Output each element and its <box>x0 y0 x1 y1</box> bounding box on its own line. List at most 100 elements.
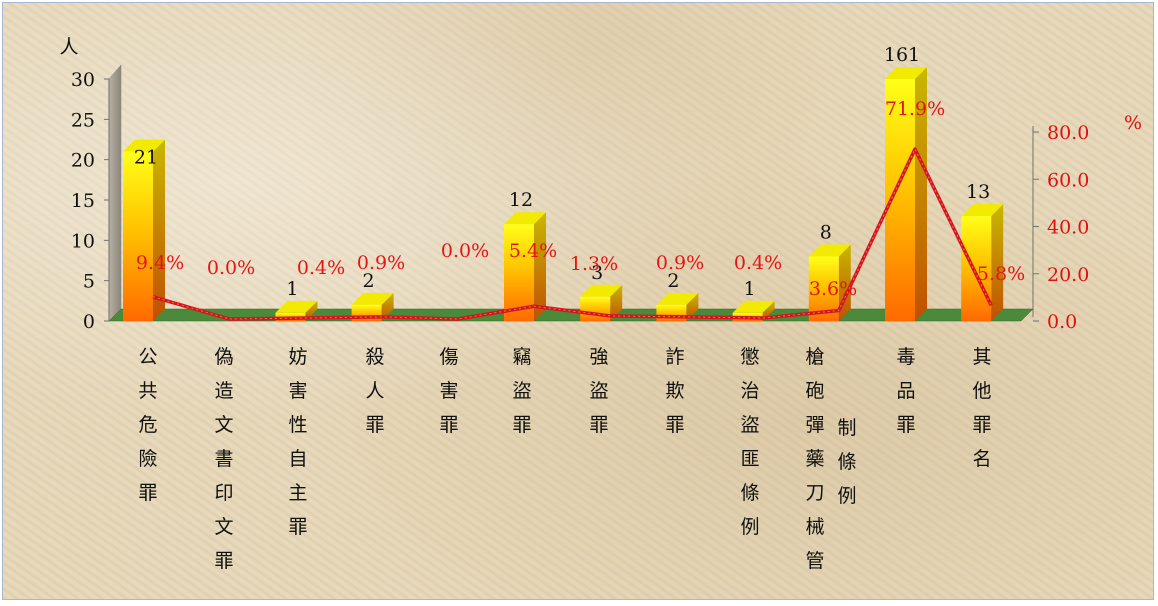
category-label-char: 人 <box>365 380 384 402</box>
left-axis-tick-label: 0 <box>83 311 95 333</box>
category-label-char: 強 <box>589 346 608 368</box>
bar-front <box>580 296 611 321</box>
category-label-char: 懲 <box>740 346 759 368</box>
category-label-char: 例 <box>837 485 856 507</box>
bar-side <box>686 292 699 321</box>
category-label-char: 共 <box>138 380 157 402</box>
bar-front <box>961 216 992 321</box>
category-label-char: 公 <box>138 346 157 368</box>
right-axis-unit: % <box>1124 112 1142 134</box>
category-label-char: 危 <box>138 414 157 436</box>
category-label-char: 管 <box>805 550 824 572</box>
category-label-char: 匪 <box>740 448 759 470</box>
percent-value-label: 71.9% <box>885 98 945 120</box>
category-label-char: 造 <box>214 380 233 402</box>
category-label-char: 偽 <box>214 346 233 368</box>
category-label-char: 其 <box>972 346 991 368</box>
bar-value-label: 2 <box>667 270 679 292</box>
category-label-char: 名 <box>972 448 991 470</box>
bar-top <box>732 300 775 313</box>
category-label-char: 竊 <box>512 346 531 368</box>
category-label-char: 罪 <box>665 414 684 436</box>
category-label-char: 彈 <box>805 414 824 436</box>
percent-value-label: 5.4% <box>509 240 557 262</box>
bar-side <box>762 300 775 321</box>
bar-top <box>275 300 318 313</box>
bar-top <box>808 244 851 257</box>
bar <box>885 67 927 321</box>
bar-value-label: 8 <box>820 221 832 243</box>
left-axis-tick-label: 25 <box>71 109 95 131</box>
category-label-char: 妨 <box>288 346 307 368</box>
percent-value-label: 0.9% <box>656 252 704 274</box>
category-label-char: 險 <box>138 448 157 470</box>
category-label-char: 罪 <box>365 414 384 436</box>
percent-value-label: 0.4% <box>297 257 345 279</box>
bar-value-label: 13 <box>966 181 990 203</box>
bar-top <box>504 212 546 225</box>
right-axis-tick-label: 40.0 <box>1047 217 1089 239</box>
category-label-char: 罪 <box>589 414 608 436</box>
category-label-char: 詐 <box>665 346 684 368</box>
category-label-char: 盜 <box>512 380 531 402</box>
bar-side <box>305 300 318 321</box>
bar-front <box>656 304 687 321</box>
percent-line <box>152 147 993 321</box>
category-label-char: 治 <box>740 380 759 402</box>
left-axis-tick-label: 15 <box>71 190 95 212</box>
bar-side <box>991 204 1004 321</box>
bar <box>504 212 546 321</box>
category-label-char: 自 <box>288 448 307 470</box>
category-label-char: 盜 <box>740 414 759 436</box>
left-axis-unit: 人 <box>59 36 78 58</box>
left-axis-tick-label: 10 <box>71 230 95 252</box>
right-axis-tick-label: 20.0 <box>1047 264 1089 286</box>
category-label-char: 文 <box>214 414 233 436</box>
category-label-char: 罪 <box>214 550 233 572</box>
bar-front <box>504 224 534 321</box>
category-label-char: 盜 <box>589 380 608 402</box>
category-label-char: 傷 <box>439 346 458 368</box>
bar-top <box>580 284 623 297</box>
category-label-char: 罪 <box>439 414 458 436</box>
category-label-char: 例 <box>740 516 759 538</box>
category-label-char: 害 <box>288 380 307 402</box>
percent-value-label: 0.0% <box>441 240 489 262</box>
category-label-char: 罪 <box>288 516 307 538</box>
bar-value-label: 1 <box>286 278 298 300</box>
percent-value-label: 1.3% <box>570 253 618 275</box>
percent-value-label: 5.8% <box>977 263 1025 285</box>
category-label-char: 性 <box>288 414 307 436</box>
category-label-char: 主 <box>288 482 307 504</box>
category-label-char: 罪 <box>138 482 157 504</box>
left-axis-tick-label: 5 <box>83 271 95 293</box>
bar-top <box>123 139 165 152</box>
percent-value-label: 0.9% <box>357 252 405 274</box>
bar-side <box>534 212 546 321</box>
bar-value-label: 161 <box>884 44 920 66</box>
right-axis-tick-label: 60.0 <box>1047 169 1089 191</box>
category-label-char: 毒 <box>896 346 915 368</box>
category-label-char: 罪 <box>896 414 915 436</box>
percent-value-label: 0.0% <box>207 257 255 279</box>
category-label-char: 制 <box>837 417 856 439</box>
bar-top <box>961 204 1004 217</box>
category-label-char: 條 <box>837 451 856 473</box>
bar-front <box>123 151 153 321</box>
category-label-char: 刀 <box>805 482 824 504</box>
bar-top <box>656 292 699 305</box>
category-label-char: 槍 <box>805 346 824 368</box>
chart-back-wall <box>108 64 122 322</box>
percent-value-label: 0.4% <box>734 252 782 274</box>
bar-side <box>915 67 927 321</box>
bar-value-label: 1 <box>744 278 756 300</box>
category-label-char: 印 <box>214 482 233 504</box>
category-label-char: 械 <box>805 516 824 538</box>
bar-side <box>381 292 394 321</box>
bar-value-label: 21 <box>134 147 158 169</box>
category-label-char: 他 <box>972 380 991 402</box>
category-label-char: 藥 <box>805 448 824 470</box>
category-label-char: 害 <box>439 380 458 402</box>
